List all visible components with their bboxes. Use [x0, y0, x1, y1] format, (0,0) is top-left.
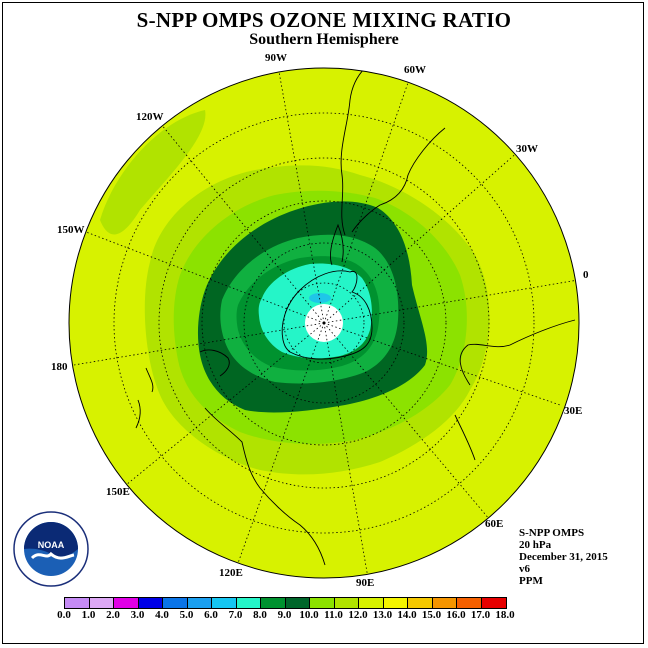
colorbar-segment [138, 598, 163, 608]
units-text: PPM [519, 575, 543, 587]
colorbar-segment [383, 598, 408, 608]
colorbar-segment [65, 598, 90, 608]
colorbar-tick-label: 11.0 [324, 609, 343, 621]
colorbar-segment [481, 598, 506, 608]
colorbar-segment [334, 598, 359, 608]
lon-label-30w: 30W [516, 143, 538, 155]
lon-label-60e: 60E [485, 518, 503, 530]
lon-label-60w: 60W [404, 64, 426, 76]
lon-label-90e: 90E [356, 577, 374, 589]
colorbar-tick-label: 7.0 [228, 609, 243, 621]
colorbar-segment [285, 598, 310, 608]
colorbar-segment [187, 598, 212, 608]
colorbar-segment [114, 598, 139, 608]
colorbar-segment [432, 598, 457, 608]
instrument-text: S-NPP OMPS [519, 527, 585, 539]
colorbar-tick-label: 10.0 [299, 609, 319, 621]
map-boundary [68, 67, 580, 579]
colorbar-tick-label: 18.0 [495, 609, 515, 621]
contour-6 [309, 293, 331, 303]
colorbar-tick-label: 2.0 [106, 609, 120, 621]
latitude-circles [113, 112, 535, 534]
colorbar-segment [310, 598, 335, 608]
colorbar-tick-label: 9.0 [277, 609, 292, 621]
colorbar-tick-label: 17.0 [470, 609, 491, 621]
colorbar-tick-label: 13.0 [372, 609, 393, 621]
colorbar-segment [163, 598, 188, 608]
noaa-logo-icon: NOAA [13, 511, 89, 587]
colorbar-tick-label: 6.0 [204, 609, 218, 621]
colorbar-tick-label: 8.0 [253, 609, 267, 621]
version-text: v6 [519, 563, 530, 575]
colorbar-tick-label: 16.0 [446, 609, 466, 621]
colorbar-tick-label: 5.0 [179, 609, 194, 621]
colorbar-segment [457, 598, 482, 608]
svg-text:NOAA: NOAA [38, 540, 65, 550]
colorbar-tick-label: 3.0 [130, 609, 145, 621]
lon-label-120e: 120E [219, 567, 243, 579]
colorbar-segment [89, 598, 114, 608]
colorbar-tick-label: 4.0 [155, 609, 169, 621]
meridians [69, 68, 579, 578]
contour-11b [100, 110, 206, 235]
colorbar-segment [212, 598, 237, 608]
colorbar [64, 597, 507, 609]
pressure-level-text: 20 hPa [519, 539, 552, 551]
colorbar-tick-label: 12.0 [348, 609, 368, 621]
lon-label-150e: 150E [106, 486, 130, 498]
lon-label-90w: 90W [265, 52, 287, 64]
colorbar-tick-label: 0.0 [57, 609, 71, 621]
colorbar-tick-label: 14.0 [397, 609, 417, 621]
lon-label-0: 0 [583, 269, 589, 281]
lon-label-180: 180 [51, 361, 68, 373]
colorbar-tick-label: 1.0 [81, 609, 96, 621]
lon-label-30e: 30E [564, 405, 582, 417]
map-subtitle: Southern Hemisphere [249, 31, 399, 48]
map-title: S-NPP OMPS OZONE MIXING RATIO [136, 8, 512, 32]
colorbar-segment [408, 598, 433, 608]
metadata-panel: S-NPP OMPS 20 hPa December 31, 2015 v6 P… [519, 527, 608, 587]
coastlines [135, 68, 576, 566]
colorbar-segment [236, 598, 261, 608]
south-pole-marker [322, 321, 326, 325]
lon-label-150w: 150W [57, 224, 85, 236]
lon-label-120w: 120W [136, 111, 164, 123]
date-text: December 31, 2015 [519, 551, 608, 563]
colorbar-segment [261, 598, 286, 608]
colorbar-segment [359, 598, 384, 608]
colorbar-tick-label: 15.0 [421, 609, 442, 621]
